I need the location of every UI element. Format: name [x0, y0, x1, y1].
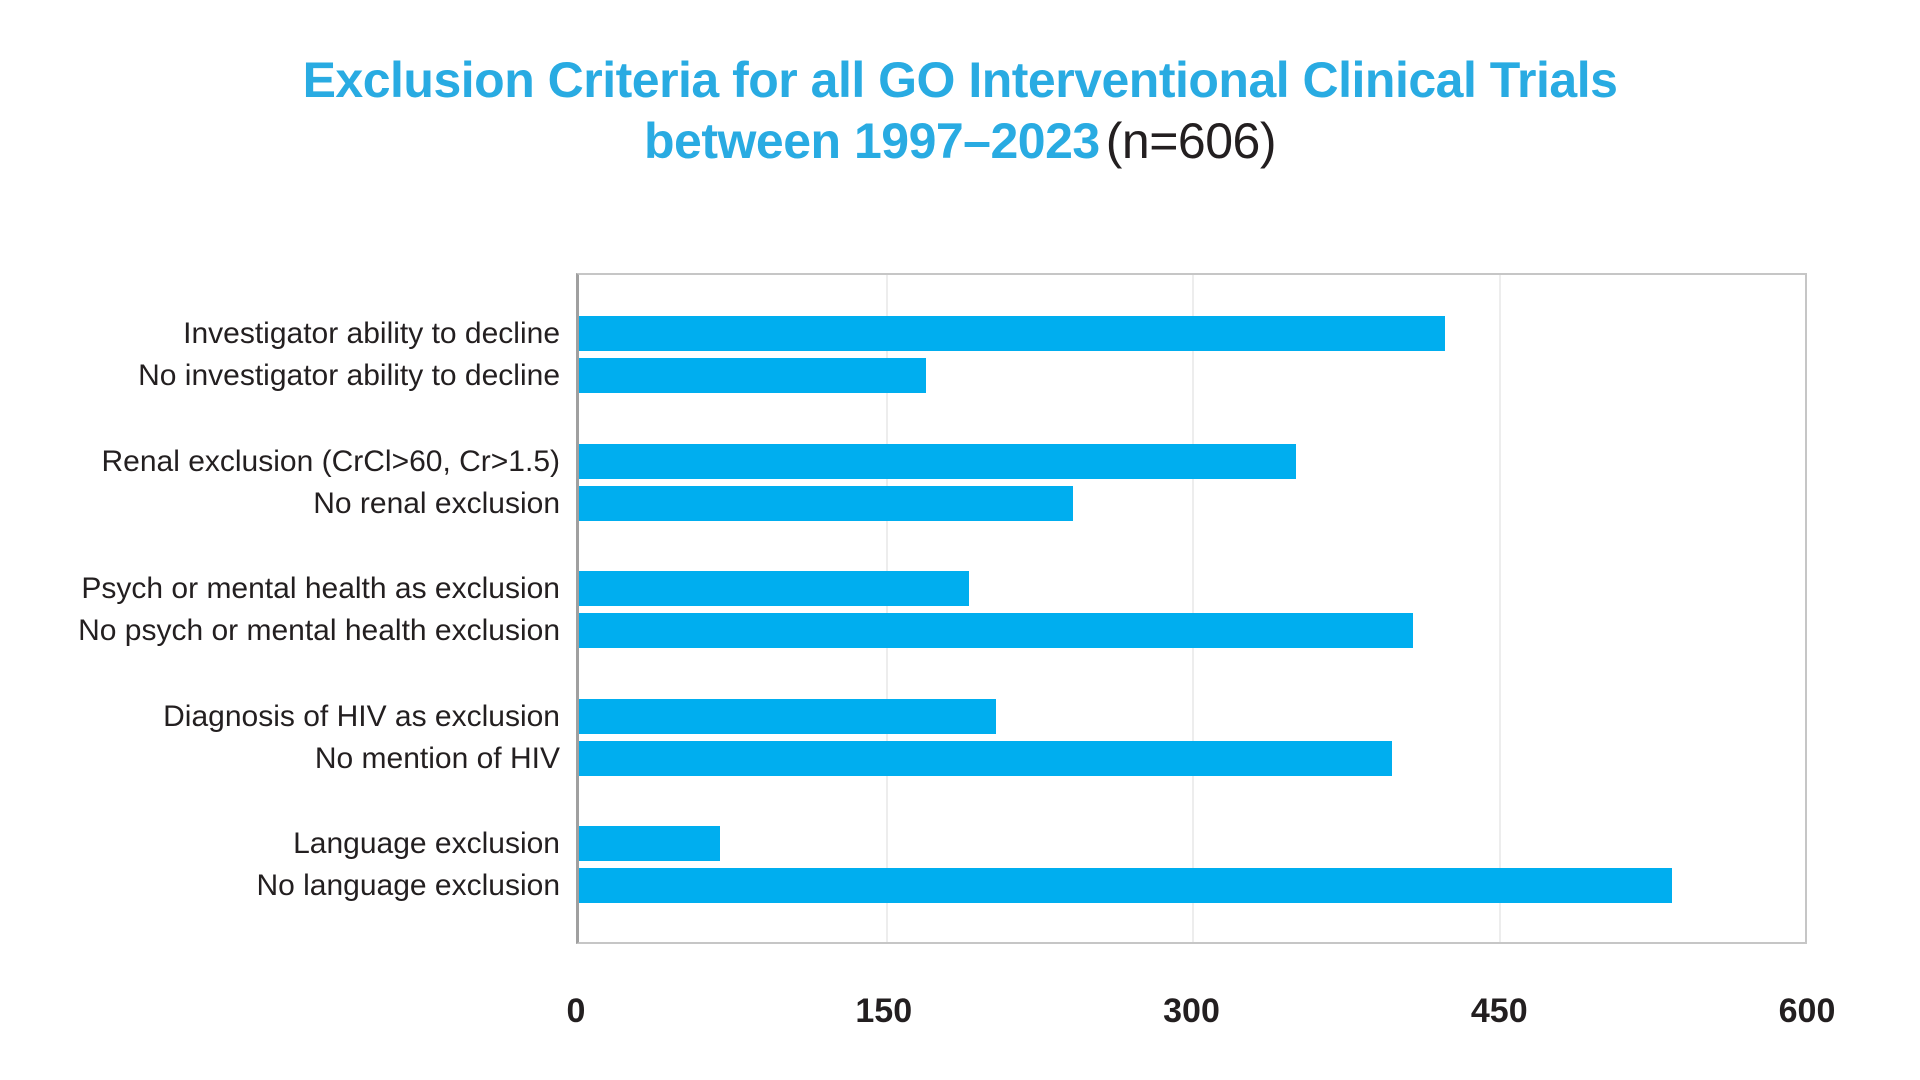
bar	[579, 571, 970, 606]
category-label: Psych or mental health as exclusion	[81, 572, 560, 605]
x-tick-label: 600	[1778, 992, 1836, 1030]
x-tick-label: 150	[855, 992, 913, 1030]
category-label: No psych or mental health exclusion	[78, 614, 560, 647]
category-label: No investigator ability to decline	[138, 359, 560, 392]
gridline	[1192, 275, 1194, 942]
chart-title-line2-highlight: between 1997–2023	[644, 113, 1100, 169]
gridline	[885, 275, 888, 942]
bar	[579, 613, 1413, 648]
category-label: No mention of HIV	[314, 741, 560, 775]
category-label: No language exclusion	[256, 869, 560, 902]
category-label: Diagnosis of HIV as exclusion	[163, 699, 560, 733]
chart-title: Exclusion Criteria for all GO Interventi…	[0, 50, 1920, 172]
chart-title-line1: Exclusion Criteria for all GO Interventi…	[0, 50, 1920, 111]
x-tick-label: 450	[1470, 992, 1528, 1030]
category-label: Renal exclusion (CrCl>60, Cr>1.5)	[101, 444, 560, 478]
gridline	[1498, 275, 1501, 942]
chart-title-n-count: (n=606)	[1105, 113, 1277, 169]
category-label: No renal exclusion	[313, 486, 560, 520]
bar	[579, 698, 996, 734]
category-label: Investigator ability to decline	[183, 317, 560, 350]
x-tick-label: 300	[1163, 992, 1220, 1030]
bar	[579, 485, 1074, 521]
bar	[579, 868, 1673, 903]
bar	[579, 443, 1297, 479]
bar	[579, 358, 927, 393]
x-tick-label: 0	[566, 992, 586, 1030]
bar	[579, 316, 1446, 351]
bar	[579, 826, 720, 861]
bar	[579, 740, 1393, 776]
chart-title-line1-text: Exclusion Criteria for all GO Interventi…	[302, 52, 1618, 108]
category-label: Language exclusion	[293, 827, 560, 860]
chart-title-line2: between 1997–2023 (n=606)	[0, 111, 1920, 172]
plot-area	[576, 273, 1807, 944]
